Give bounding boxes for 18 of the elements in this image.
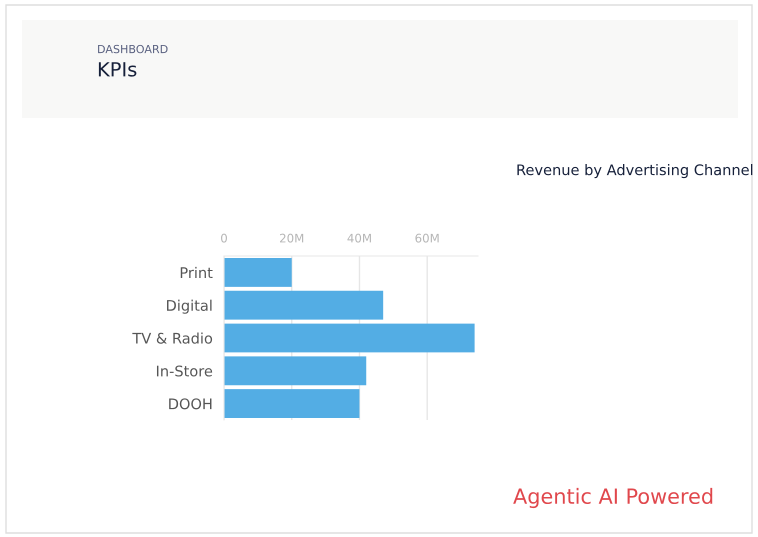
bar: [224, 356, 366, 386]
y-tick-label: In-Store: [156, 366, 212, 377]
chart-title: KPIs: [98, 62, 136, 77]
text: Agentic AI Powered: [513, 488, 712, 508]
x-tick-label: 0: [221, 234, 227, 243]
bar: [224, 389, 360, 418]
y-tick-label: TV & Radio: [132, 332, 212, 344]
bar: [224, 258, 292, 287]
x-tick-label: 20M: [280, 234, 304, 243]
text: Revenue by Advertising Channel: [517, 164, 752, 178]
x-tick-label: 60M: [415, 234, 439, 243]
text: DASHBOARD: [98, 44, 168, 54]
y-tick-label: Digital: [167, 300, 212, 314]
x-tick-label: 40M: [347, 234, 371, 243]
y-tick-label: Print: [180, 266, 213, 278]
bar: [224, 290, 384, 320]
y-tick-label: DOOH: [169, 398, 212, 410]
bar: [224, 324, 475, 352]
